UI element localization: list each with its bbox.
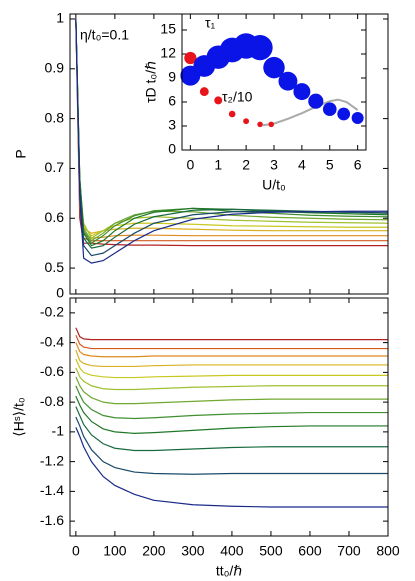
x-tick-label: 1 <box>214 157 222 173</box>
point <box>322 102 337 117</box>
point <box>263 56 285 79</box>
y-tick-label: 0.6 <box>45 209 65 225</box>
y-tick-label: -0.4 <box>40 333 64 349</box>
y-axis-label: τD t₀/ℏ <box>143 61 159 103</box>
x-tick-label: 600 <box>298 543 322 559</box>
point <box>293 83 311 101</box>
y-tick-label: 0 <box>168 141 176 157</box>
point <box>278 71 298 91</box>
series-line <box>75 18 388 242</box>
x-axis-label: tt₀/ℏ <box>216 563 242 579</box>
point <box>184 51 197 65</box>
x-tick-label: 0 <box>72 543 80 559</box>
x-tick-label: 700 <box>337 543 361 559</box>
point <box>351 112 364 124</box>
x-axis-label: U/t₀ <box>262 177 286 193</box>
series-line <box>75 367 388 391</box>
x-tick-label: 100 <box>103 543 127 559</box>
series-line <box>75 395 388 434</box>
series-line <box>75 349 388 368</box>
y-tick-label: -1 <box>52 423 65 439</box>
series-line <box>75 376 388 405</box>
x-tick-label: 800 <box>376 543 400 559</box>
x-tick-label: 3 <box>270 157 278 173</box>
series-line <box>75 416 388 475</box>
x-tick-label: 400 <box>220 543 244 559</box>
y-axis-label: P <box>13 149 29 158</box>
point <box>257 121 263 128</box>
y-tick-label: 3 <box>168 117 176 133</box>
y-tick-label: -0.6 <box>40 363 64 379</box>
x-tick-label: 6 <box>354 157 362 173</box>
x-tick-label: 0 <box>186 157 194 173</box>
series-line <box>75 342 388 358</box>
series-line <box>75 358 388 379</box>
series-line <box>75 18 389 247</box>
point <box>247 35 273 61</box>
point <box>214 96 223 105</box>
y-tick-label: 15 <box>160 21 176 37</box>
series-line <box>75 18 388 264</box>
frame <box>181 13 367 151</box>
point <box>268 121 274 128</box>
annotation: η/t₀=0.1 <box>80 27 129 43</box>
y-tick-label: -0.2 <box>40 304 64 320</box>
series-label: τ₁ <box>205 15 216 31</box>
y-tick-label: -1.6 <box>40 512 64 528</box>
x-tick-label: 5 <box>326 157 334 173</box>
panel: -0.2 -0.4 -0.6 -0.8 -1 -1.2 -1.4 -1.6 0 100 200 300… <box>11 297 400 579</box>
y-tick-label: -0.8 <box>40 393 64 409</box>
point <box>199 87 209 97</box>
series-line <box>75 18 389 240</box>
series-line <box>75 385 388 420</box>
x-tick-label: 500 <box>259 543 283 559</box>
series-label: τ₂/10 <box>222 89 253 105</box>
y-tick-label: 0.7 <box>45 159 65 175</box>
frame <box>69 297 389 537</box>
point <box>228 110 236 118</box>
y-tick-label: 0 <box>56 285 64 301</box>
y-tick-label: 1 <box>56 10 64 26</box>
series-line <box>75 18 389 244</box>
x-tick-label: 2 <box>242 157 250 173</box>
series-line <box>75 334 388 350</box>
series-line <box>75 427 388 508</box>
y-tick-label: 0.9 <box>45 60 65 76</box>
series-line <box>75 18 388 247</box>
series-line <box>75 327 388 341</box>
point <box>243 118 250 125</box>
y-tick-label: -1.4 <box>40 482 64 498</box>
y-tick-label: 6 <box>168 93 176 109</box>
inset-background <box>182 14 366 150</box>
series-line <box>75 18 388 237</box>
y-tick-label: -1.2 <box>40 452 64 468</box>
point <box>337 107 351 121</box>
series-line <box>75 406 388 452</box>
point <box>308 93 324 109</box>
y-tick-label: 0.5 <box>45 259 65 275</box>
x-tick-label: 200 <box>142 543 166 559</box>
y-axis-label: ⟨Hˢ⟩/t₀ <box>11 397 27 437</box>
y-tick-label: 0.8 <box>45 109 65 125</box>
x-tick-label: 300 <box>181 543 205 559</box>
y-tick-label: 9 <box>168 69 176 85</box>
x-tick-label: 4 <box>298 157 306 173</box>
panel: 0 0.5 0.6 0.7 0.8 0.9 1 Pη/t₀=0.1 <box>13 10 389 301</box>
y-tick-label: 12 <box>160 45 176 61</box>
